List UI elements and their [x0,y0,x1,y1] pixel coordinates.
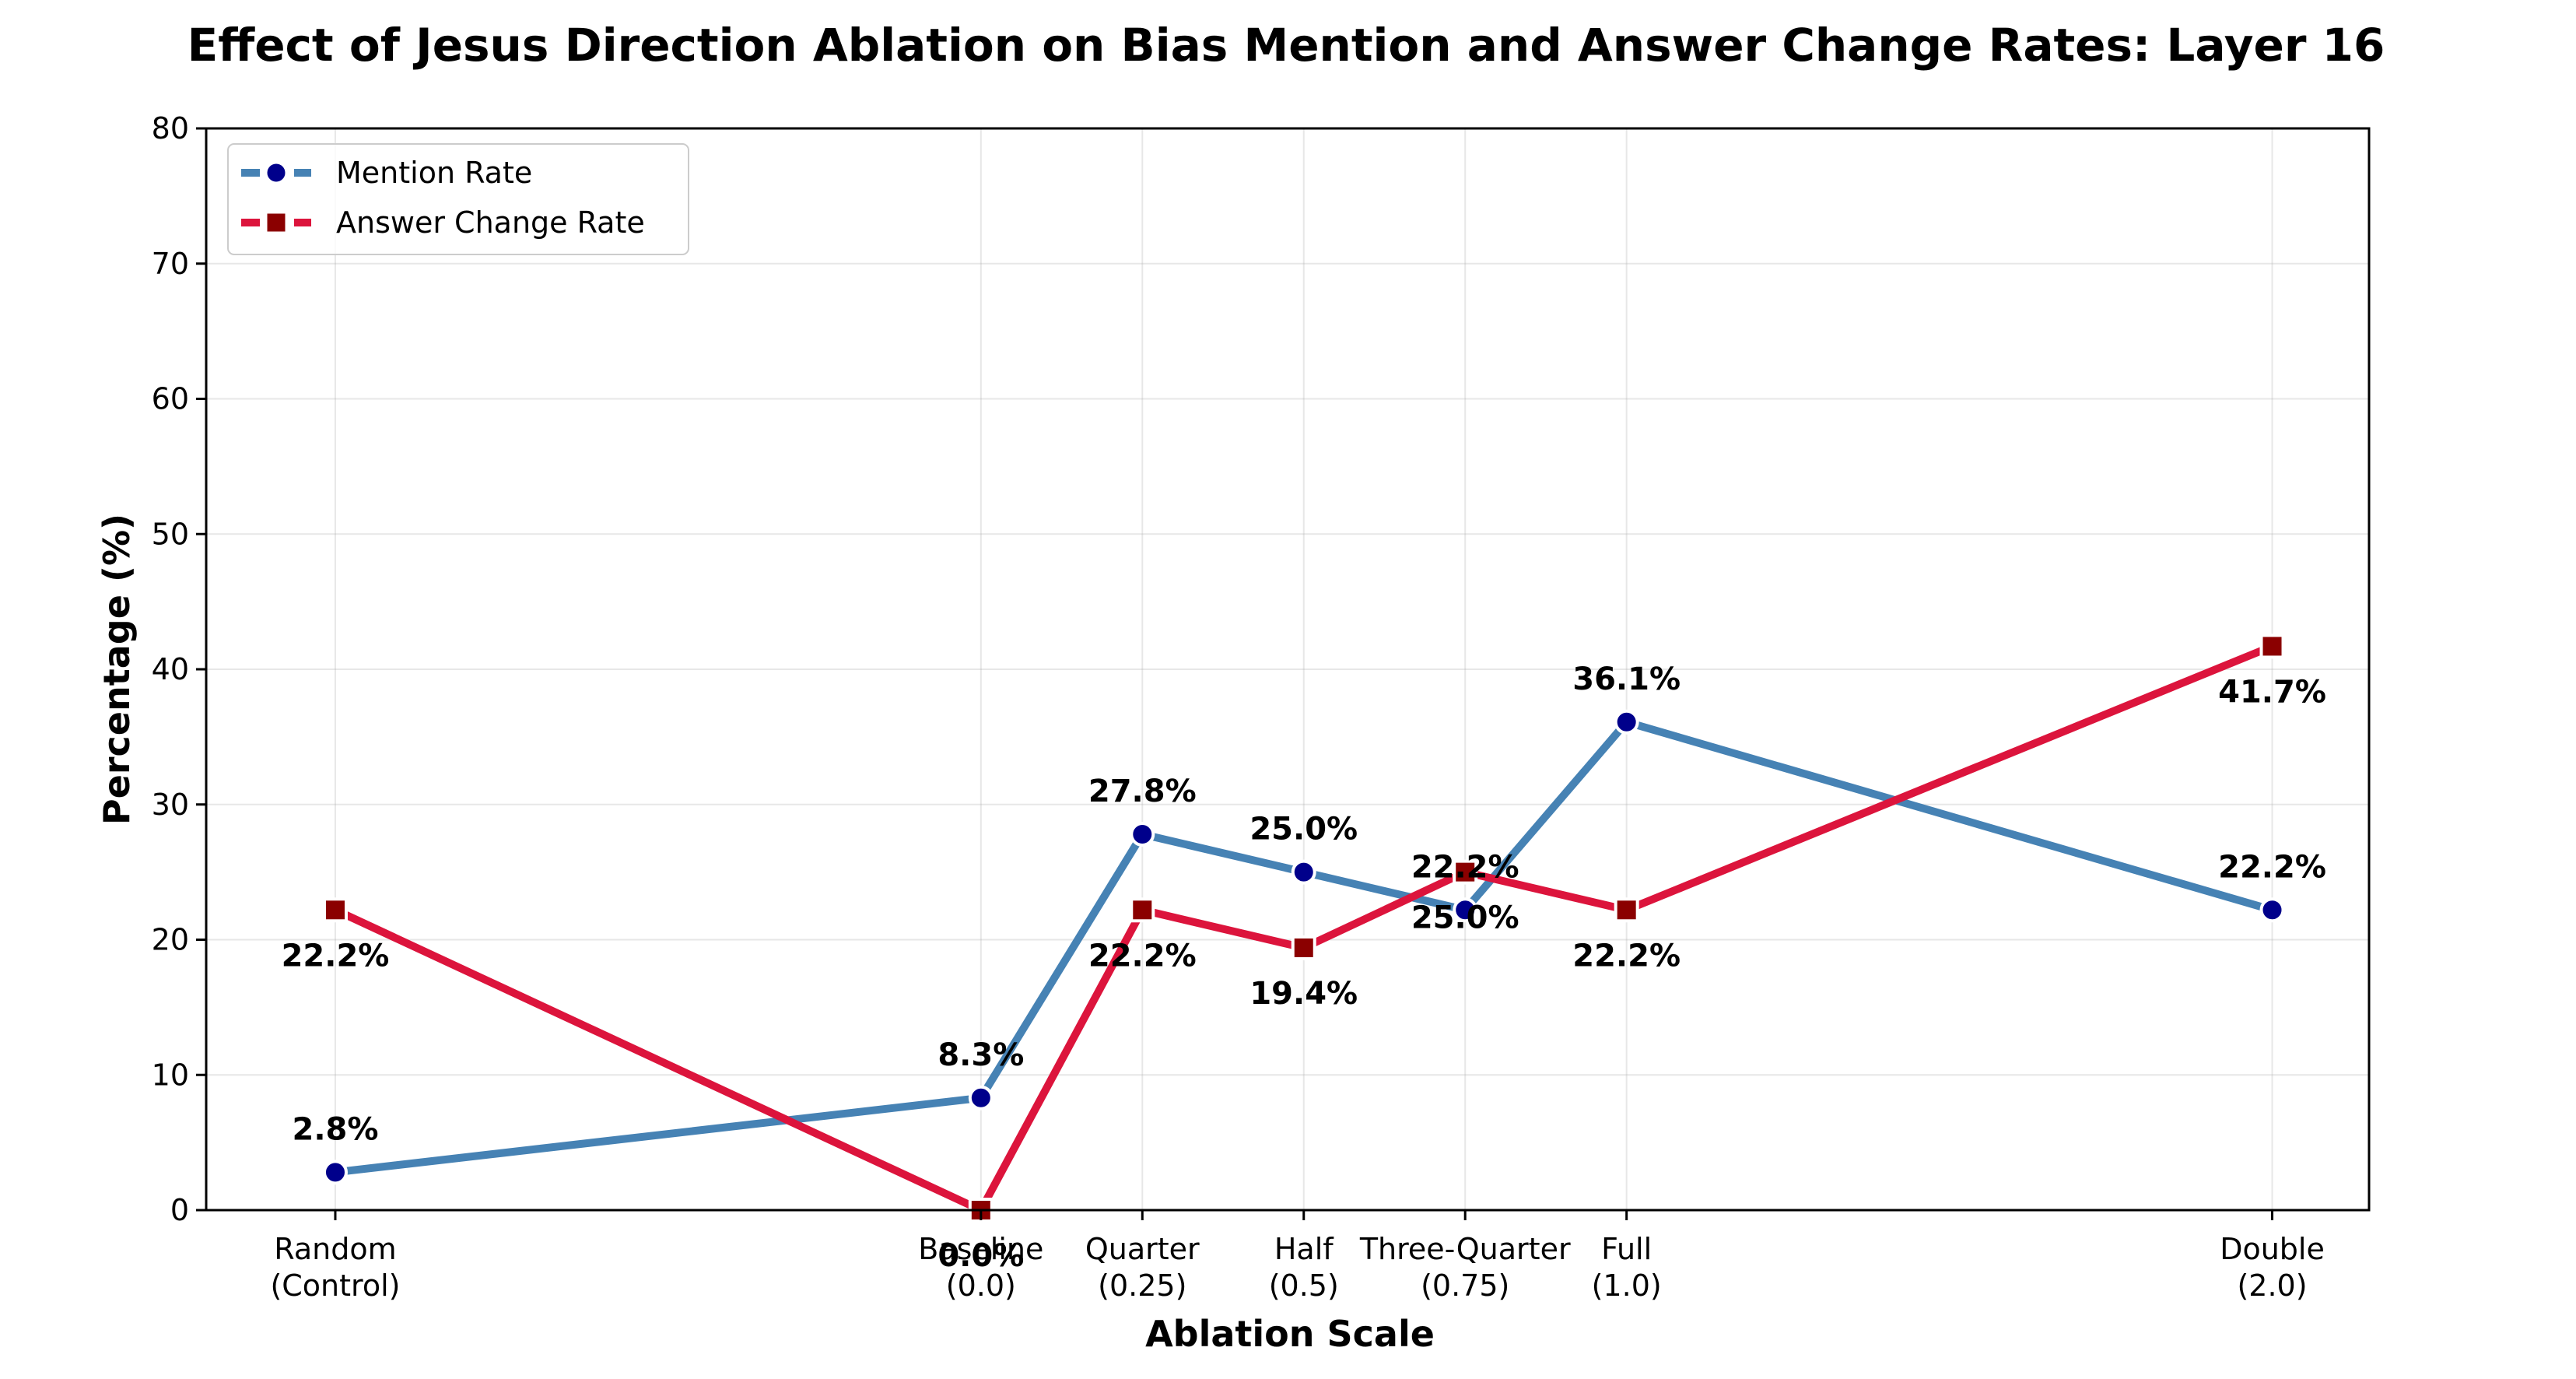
data-point [1614,709,1639,735]
data-point [1291,859,1316,885]
y-axis-label: Percentage (%) [96,514,138,825]
legend-marker [265,211,288,234]
y-tick-label: 80 [152,111,189,146]
x-axis-label: Ablation Scale [1145,1313,1435,1355]
chart-title: Effect of Jesus Direction Ablation on Bi… [188,19,2385,72]
x-tick-label: Quarter (0.25) [1085,1232,1200,1303]
data-label: 25.0% [1249,812,1358,847]
y-tick-label: 40 [152,652,189,686]
y-tick-label: 0 [170,1193,189,1227]
legend-label: Mention Rate [336,156,532,190]
data-point [2259,897,2285,923]
data-label: 0.0% [938,1238,1024,1274]
data-label: 25.0% [1411,900,1519,936]
x-tick-label: Three-Quarter (0.75) [1359,1232,1571,1303]
data-point [1130,897,1155,923]
x-tick-label-line2: (0.75) [1421,1268,1509,1303]
x-tick-label: Half (0.5) [1269,1232,1339,1303]
data-label: 36.1% [1572,661,1681,697]
x-tick-label-line1: Half [1274,1232,1334,1266]
axes: 0 10 20 30 40 50 60 70 80 Random (Control) Baseline… [152,111,2325,1303]
y-tick-label: 10 [152,1058,189,1092]
x-tick-label-line1: Quarter [1085,1232,1200,1266]
data-point [1453,897,1478,923]
x-tick-label-line1: Three-Quarter [1359,1232,1571,1266]
x-tick-label: Double (2.0) [2220,1232,2325,1303]
legend-box [227,143,689,255]
data-labels: 2.8% 8.3% 27.8% 25.0% 22.2% 36.1% 22.2% 22.2% 0.… [282,661,2326,1274]
y-tick-label: 50 [152,517,189,551]
data-label: 27.8% [1088,774,1197,809]
data-label: 22.2% [2218,849,2326,885]
data-point [1130,821,1155,847]
data-label: 22.2% [1572,938,1681,974]
y-tick-label: 30 [152,788,189,822]
data-point [968,1085,994,1111]
data-point [2259,633,2285,659]
data-label: 22.2% [1411,849,1519,885]
data-label: 22.2% [1088,938,1197,974]
x-tick-label-line1: Baseline [918,1232,1043,1266]
legend-items: Mention Rate Answer Change Rate [241,156,645,240]
x-tick-label-line1: Random [274,1232,396,1266]
x-tick-label-line2: (0.25) [1098,1268,1186,1303]
data-label: 8.3% [938,1037,1024,1073]
y-tick-label: 60 [152,382,189,416]
y-tick-label: 20 [152,923,189,957]
data-label: 41.7% [2218,674,2326,710]
data-point [322,1160,348,1185]
x-tick-label: Baseline (0.0) [918,1232,1043,1303]
x-tick-label: Random (Control) [270,1232,400,1303]
x-tick-label-line1: Double [2220,1232,2325,1266]
x-tick-label-line2: (Control) [270,1268,400,1303]
x-tick-label-line2: (1.0) [1592,1268,1662,1303]
legend-marker [265,161,288,184]
data-point [1614,897,1639,923]
legend: Mention Rate Answer Change Rate [227,143,689,255]
data-point [1291,935,1316,960]
legend-label: Answer Change Rate [336,205,645,240]
data-point [322,897,348,923]
data-label: 19.4% [1249,976,1358,1012]
x-tick-label-line2: (0.0) [946,1268,1016,1303]
data-label: 22.2% [282,938,390,974]
data-label: 2.8% [293,1111,379,1147]
data-point [1453,859,1478,885]
y-tick-label: 70 [152,247,189,281]
x-tick-label-line2: (0.5) [1269,1268,1339,1303]
x-tick-label: Full (1.0) [1592,1232,1662,1303]
x-tick-label-line1: Full [1601,1232,1652,1266]
x-tick-label-line2: (2.0) [2237,1268,2307,1303]
